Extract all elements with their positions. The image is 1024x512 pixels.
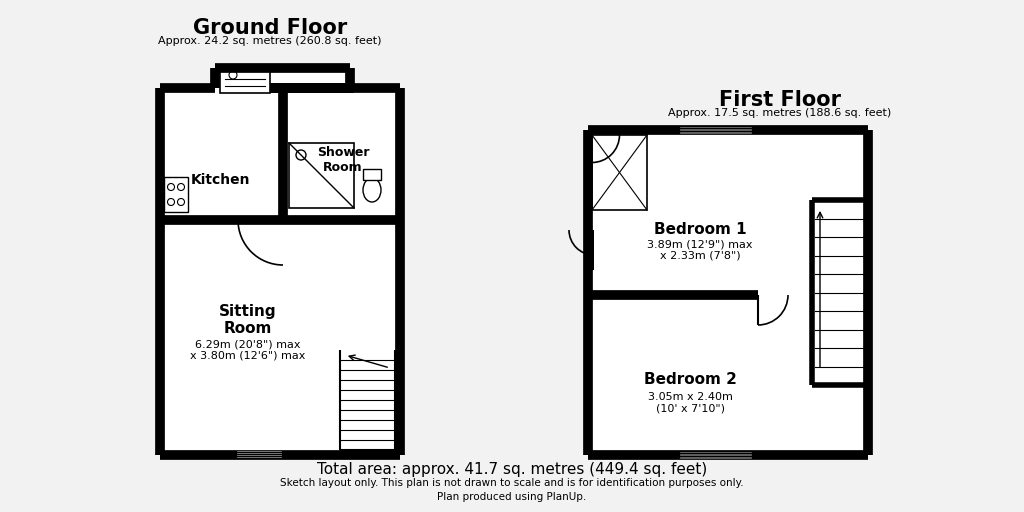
Bar	[592, 135, 647, 210]
Text: Total area: approx. 41.7 sq. metres (449.4 sq. feet): Total area: approx. 41.7 sq. metres (449…	[316, 462, 708, 477]
Text: Ground Floor: Ground Floor	[193, 18, 347, 38]
Bar	[815, 203, 865, 382]
Text: Kitchen: Kitchen	[190, 173, 250, 187]
Text: Bedroom 2: Bedroom 2	[643, 373, 736, 388]
Bar	[219, 72, 346, 88]
Bar	[592, 134, 864, 451]
Bar	[584, 230, 594, 270]
Text: 3.05m x 2.40m
(10' x 7'10"): 3.05m x 2.40m (10' x 7'10")	[647, 392, 732, 414]
Bar	[362, 169, 381, 180]
Text: 6.29m (20'8") max
x 3.80m (12'6") max: 6.29m (20'8") max x 3.80m (12'6") max	[190, 339, 306, 361]
Bar	[289, 143, 354, 208]
Text: Approx. 17.5 sq. metres (188.6 sq. feet): Approx. 17.5 sq. metres (188.6 sq. feet)	[669, 108, 892, 118]
Text: Bedroom 1: Bedroom 1	[653, 223, 746, 238]
Text: First Floor: First Floor	[719, 90, 841, 110]
Circle shape	[296, 150, 306, 160]
Bar	[678, 126, 753, 134]
Ellipse shape	[362, 178, 381, 202]
Text: Shower
Room: Shower Room	[316, 146, 370, 174]
Bar	[828, 451, 858, 459]
Bar	[678, 451, 753, 459]
Circle shape	[229, 71, 237, 79]
Text: Approx. 24.2 sq. metres (260.8 sq. feet): Approx. 24.2 sq. metres (260.8 sq. feet)	[159, 36, 382, 46]
Bar	[164, 88, 396, 451]
Bar	[164, 177, 188, 212]
Text: Sitting
Room: Sitting Room	[219, 304, 276, 336]
Bar	[265, 83, 354, 93]
Bar	[234, 451, 283, 459]
Text: Plan produced using PlanUp.: Plan produced using PlanUp.	[437, 492, 587, 502]
Text: Sketch layout only. This plan is not drawn to scale and is for identification pu: Sketch layout only. This plan is not dra…	[281, 478, 743, 488]
Bar	[220, 71, 270, 93]
Text: 3.89m (12'9") max
x 2.33m (7'8"): 3.89m (12'9") max x 2.33m (7'8")	[647, 239, 753, 261]
